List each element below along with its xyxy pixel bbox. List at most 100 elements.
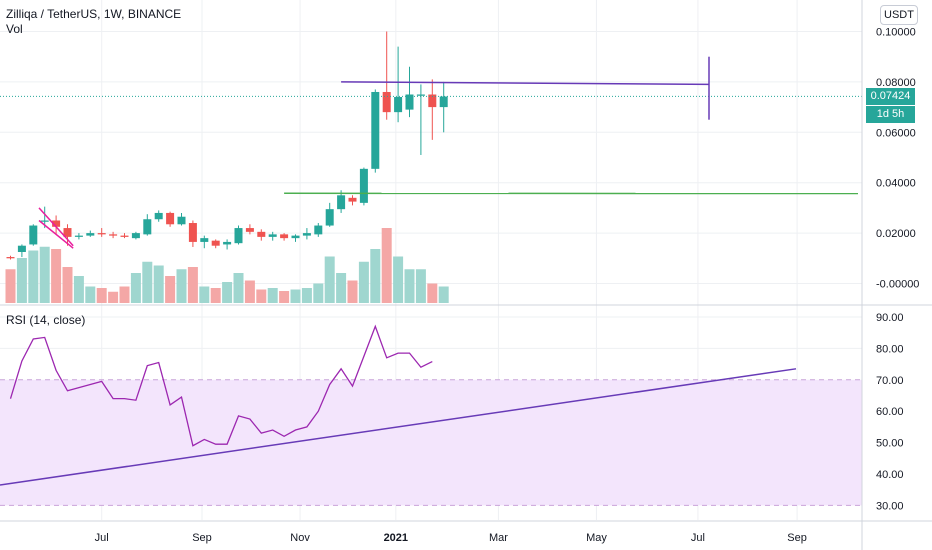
resistance-line (341, 81, 710, 86)
candle-body (109, 234, 118, 236)
price-tick-label: 0.02000 (876, 228, 916, 240)
pattern-line (38, 207, 74, 247)
volume-bar (301, 288, 312, 303)
volume-bar (62, 267, 73, 303)
rsi-tick-label: 30.00 (876, 500, 904, 512)
rsi-tick-label: 40.00 (876, 469, 904, 481)
volume-bar (222, 282, 233, 303)
rsi-tick-label: 70.00 (876, 375, 904, 387)
volume-bar (165, 276, 176, 303)
volume-bar (256, 289, 267, 303)
x-tick-label: Nov (290, 532, 310, 544)
candle-body (166, 212, 175, 225)
volume-bar (210, 288, 221, 303)
x-tick-label: Sep (192, 532, 212, 544)
volume-bar (393, 256, 404, 303)
candle-body (177, 216, 186, 225)
candle-body (52, 220, 61, 227)
candle-body (268, 234, 277, 237)
candle-body (211, 240, 220, 246)
volume-bar (119, 286, 130, 303)
volume-bar (370, 249, 381, 303)
current-price-badge: 0.07424 (866, 88, 915, 105)
volume-bar (313, 283, 324, 303)
rsi-line (9, 324, 433, 447)
candle-body (348, 197, 357, 202)
x-tick-label: Jul (95, 532, 109, 544)
candle-body (17, 245, 26, 252)
volume-bar (153, 265, 164, 303)
candle-body (143, 219, 152, 235)
volume-bar (130, 273, 141, 303)
candle-body (86, 233, 95, 236)
volume-bar (233, 273, 244, 303)
candle-body (40, 220, 49, 222)
candle-timer-badge: 1d 5h (866, 106, 915, 123)
volume-bar (16, 258, 27, 303)
candle-body (428, 94, 437, 108)
volume-bar (73, 276, 84, 303)
candles (6, 31, 448, 260)
candle-body (314, 225, 323, 235)
candle-body (29, 225, 38, 245)
volume-bar (267, 288, 278, 303)
volume-bar (85, 286, 96, 303)
rsi-tick-label: 50.00 (876, 438, 904, 450)
volume-bars (5, 228, 449, 303)
volume-bar (244, 280, 255, 303)
x-tick-label: Jul (691, 532, 705, 544)
volume-label: Vol (6, 22, 23, 36)
currency-button[interactable]: USDT (880, 5, 918, 25)
candle-body (74, 235, 83, 237)
candle-body (234, 228, 243, 244)
candle-body (188, 223, 197, 242)
volume-bar (187, 267, 198, 303)
volume-bar (336, 273, 347, 303)
candle-body (371, 91, 380, 169)
candle-body (439, 96, 448, 108)
candle-body (120, 235, 129, 237)
rsi-label: RSI (14, close) (6, 313, 86, 327)
candle-body (291, 235, 300, 239)
rsi-tick-label: 80.00 (876, 343, 904, 355)
volume-bar (108, 291, 119, 303)
candle-body (154, 212, 163, 220)
volume-bar (324, 256, 335, 303)
rsi-tick-label: 60.00 (876, 406, 904, 418)
price-tick-label: 0.04000 (876, 178, 916, 190)
volume-bar (96, 288, 107, 303)
volume-bar (427, 283, 438, 303)
rsi-band (0, 379, 862, 506)
candle-body (394, 97, 403, 113)
volume-bar (279, 291, 290, 303)
candle-body (223, 241, 232, 245)
candle-body (280, 234, 289, 239)
candle-body (131, 233, 140, 239)
volume-bar (290, 289, 301, 303)
rsi-band-layer (0, 379, 862, 506)
candle-body (416, 94, 425, 96)
rsi-trend-line (0, 368, 797, 486)
volume-bar (358, 261, 369, 303)
volume-bar (404, 269, 415, 303)
candle-body (325, 209, 334, 226)
volume-bar (39, 246, 50, 303)
volume-bar (5, 269, 16, 303)
symbol-title: Zilliqa / TetherUS, 1W, BINANCE (6, 7, 182, 21)
volume-bar (347, 280, 358, 303)
candle-body (405, 94, 414, 110)
candle-body (382, 91, 391, 113)
candle-body (257, 231, 266, 237)
candle-body (63, 228, 72, 237)
pattern-line (38, 219, 74, 249)
x-tick-label: Mar (489, 532, 508, 544)
price-tick-label: 0.10000 (876, 27, 916, 39)
volume-bar (28, 250, 39, 303)
x-tick-label: May (586, 532, 607, 544)
x-tick-label: Sep (787, 532, 807, 544)
price-tick-label: -0.00000 (876, 279, 919, 291)
candle-body (302, 233, 311, 236)
candle-body (6, 257, 15, 259)
